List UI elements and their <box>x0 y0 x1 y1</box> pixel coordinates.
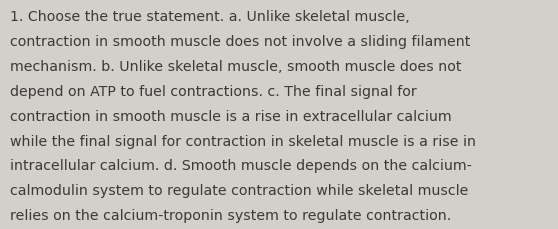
Text: relies on the calcium-troponin system to regulate contraction.: relies on the calcium-troponin system to… <box>10 208 451 222</box>
Text: depend on ATP to fuel contractions. c. The final signal for: depend on ATP to fuel contractions. c. T… <box>10 85 417 98</box>
Text: mechanism. b. Unlike skeletal muscle, smooth muscle does not: mechanism. b. Unlike skeletal muscle, sm… <box>10 60 461 74</box>
Text: intracellular calcium. d. Smooth muscle depends on the calcium-: intracellular calcium. d. Smooth muscle … <box>10 159 472 173</box>
Text: contraction in smooth muscle does not involve a sliding filament: contraction in smooth muscle does not in… <box>10 35 470 49</box>
Text: contraction in smooth muscle is a rise in extracellular calcium: contraction in smooth muscle is a rise i… <box>10 109 451 123</box>
Text: calmodulin system to regulate contraction while skeletal muscle: calmodulin system to regulate contractio… <box>10 183 468 197</box>
Text: 1. Choose the true statement. a. Unlike skeletal muscle,: 1. Choose the true statement. a. Unlike … <box>10 10 410 24</box>
Text: while the final signal for contraction in skeletal muscle is a rise in: while the final signal for contraction i… <box>10 134 476 148</box>
